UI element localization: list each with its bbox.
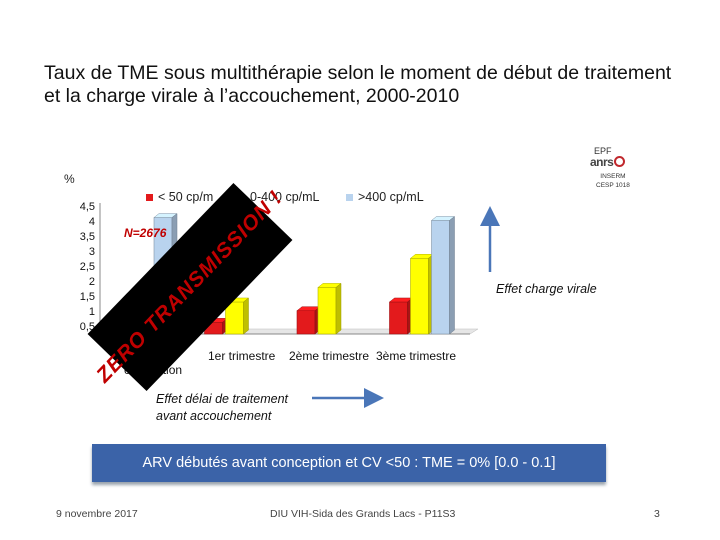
x-category-label: 3ème trimestre	[376, 349, 457, 363]
bar-2-3	[317, 287, 337, 335]
anrs-logo: EPF anrs	[588, 146, 648, 190]
footer-page-number: 3	[654, 508, 660, 520]
logo-circle-icon	[614, 156, 625, 167]
legend-label-gt400: >400 cp/mL	[358, 190, 424, 204]
inserm-line-2: CESP 1018	[596, 182, 630, 189]
y-tick-label: 3,5	[79, 231, 95, 243]
y-tick-label: 4	[88, 216, 95, 228]
y-tick-label: 3	[88, 246, 95, 258]
legend-item-lt50: < 50 cp/m	[146, 190, 213, 204]
legend-label-50-400: 0-400 cp/mL	[250, 190, 320, 204]
sample-size-label: N=2676	[124, 226, 167, 240]
bar-2-2	[225, 301, 244, 335]
y-tick-label: 2,5	[79, 261, 95, 273]
legend-item-50-400: 0-400 cp/mL	[250, 190, 319, 204]
y-tick-label: 1	[88, 306, 95, 318]
legend-swatch-lt50	[146, 194, 153, 202]
legend-swatch-gt400	[346, 194, 353, 202]
legend-item-gt400: >400 cp/mL	[346, 190, 424, 204]
logo-anrs-text: anrs	[590, 155, 614, 169]
bar-1-3	[296, 310, 316, 335]
slide-title: Taux de TME sous multithérapie selon le …	[44, 62, 684, 108]
legend-label-lt50: < 50 cp/m	[158, 190, 214, 204]
bar-1-4	[389, 301, 408, 335]
effect-delay-line-1: Effet délai de traitement	[156, 392, 289, 406]
result-info-box: ARV débutés avant conception et CV <50 :…	[92, 444, 606, 482]
y-tick-label: 1,5	[79, 291, 95, 303]
x-category-label: 2ème trimestre	[289, 349, 370, 363]
x-category-label: 1er trimestre	[208, 349, 276, 363]
bar-side-3-4	[449, 215, 455, 335]
footer-date: 9 novembre 2017	[56, 508, 138, 520]
inserm-credit: INSERM CESP 1018	[596, 172, 630, 190]
effect-delay-label: Effet délai de traitement avant accouche…	[156, 391, 288, 425]
bar-side-2-2	[243, 297, 249, 335]
inserm-line-1: INSERM	[600, 173, 626, 180]
bar-2-4	[410, 258, 429, 335]
effect-delay-line-2: avant accouchement	[156, 409, 272, 423]
title-line-2: et la charge virale à l’accouchement, 20…	[44, 85, 460, 107]
footer-course: DIU VIH-Sida des Grands Lacs - P11S3	[270, 508, 456, 520]
title-line-1: Taux de TME sous multithérapie selon le …	[44, 62, 672, 84]
y-tick-label: 2	[88, 276, 95, 288]
bar-3-4	[431, 220, 450, 335]
logo-epf-text: EPF	[594, 146, 612, 156]
bar-side-2-3	[335, 282, 342, 335]
effect-viral-load-label: Effet charge virale	[496, 282, 597, 296]
y-axis-unit: %	[64, 172, 75, 186]
y-tick-label: 4,5	[79, 201, 95, 213]
